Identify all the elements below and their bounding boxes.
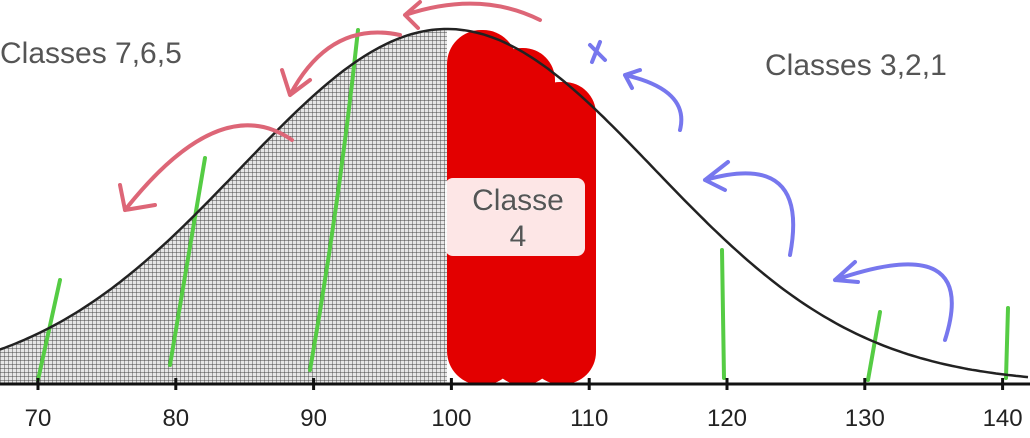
tick-label: 120 <box>707 405 747 432</box>
tick-label: 130 <box>845 405 885 432</box>
tick-label: 100 <box>431 405 471 432</box>
right-label: Classes 3,2,1 <box>765 49 947 82</box>
tick-label: 80 <box>162 405 189 432</box>
tick-label: 140 <box>983 405 1023 432</box>
tick-label: 90 <box>300 405 327 432</box>
center-label: Classe <box>472 184 564 217</box>
normal-curve <box>0 27 1029 379</box>
left-label: Classes 7,6,5 <box>0 37 182 70</box>
center-label: 4 <box>510 220 527 253</box>
blue-arrows <box>588 40 954 342</box>
pink-arrows <box>118 0 542 212</box>
tick-label: 70 <box>25 405 52 432</box>
green-marks <box>36 28 1010 382</box>
tick-label: 110 <box>570 405 608 432</box>
center-label-bg <box>445 178 585 256</box>
shaded-area <box>0 29 447 384</box>
